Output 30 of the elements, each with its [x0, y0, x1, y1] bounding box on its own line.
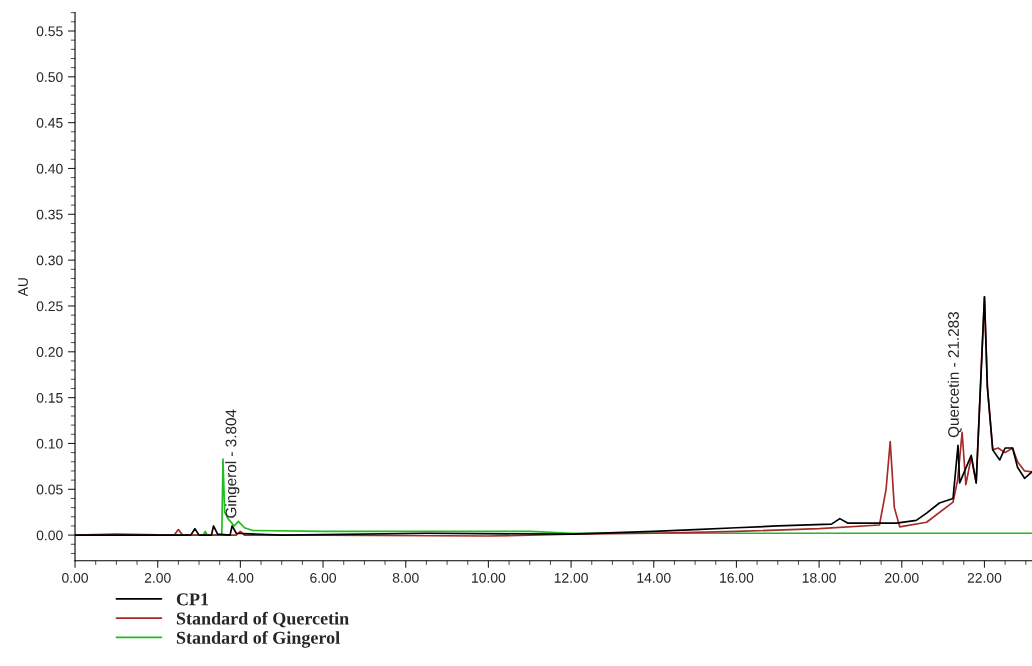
y-tick-label: 0.00	[36, 530, 63, 541]
y-tick-label: 0.20	[36, 347, 63, 357]
legend-label: Standard of Gingerol	[176, 630, 340, 648]
x-tick-label: 4.00	[227, 572, 254, 583]
x-tick-label: 22.00	[967, 572, 1002, 583]
x-tick-label: 10.00	[472, 572, 506, 583]
x-tick-label: 6.00	[310, 572, 337, 583]
y-tick-label: 0.55	[36, 26, 63, 37]
y-tick-label: 0.10	[36, 438, 63, 449]
x-tick-label: 12.00	[554, 572, 588, 583]
x-tick-label: 2.00	[144, 572, 171, 583]
y-tick-label: 0.05	[36, 484, 63, 495]
x-tick-label: 14.00	[637, 572, 671, 583]
legend-label: CP1	[176, 593, 209, 606]
annotation: Quercetin - 21.283	[947, 312, 962, 438]
annotation: Gingerol - 3.804	[225, 409, 240, 518]
x-tick-label: 8.00	[392, 572, 419, 583]
y-tick-label: 0.45	[36, 117, 63, 128]
y-tick-label: 0.35	[36, 209, 63, 220]
y-axis-title: AU	[18, 278, 28, 297]
x-tick-label: 0.00	[62, 572, 88, 583]
x-tick-label: 18.00	[802, 572, 836, 583]
y-tick-label: 0.30	[36, 255, 63, 266]
y-tick-label: 0.40	[36, 163, 63, 174]
y-tick-label: 0.25	[36, 301, 63, 312]
x-tick-label: 20.00	[885, 572, 919, 583]
legend-label: Standard of Quercetin	[176, 611, 349, 628]
y-tick-label: 0.15	[36, 392, 63, 403]
x-tick-label: 16.00	[720, 572, 754, 583]
y-tick-label: 0.50	[36, 72, 63, 82]
